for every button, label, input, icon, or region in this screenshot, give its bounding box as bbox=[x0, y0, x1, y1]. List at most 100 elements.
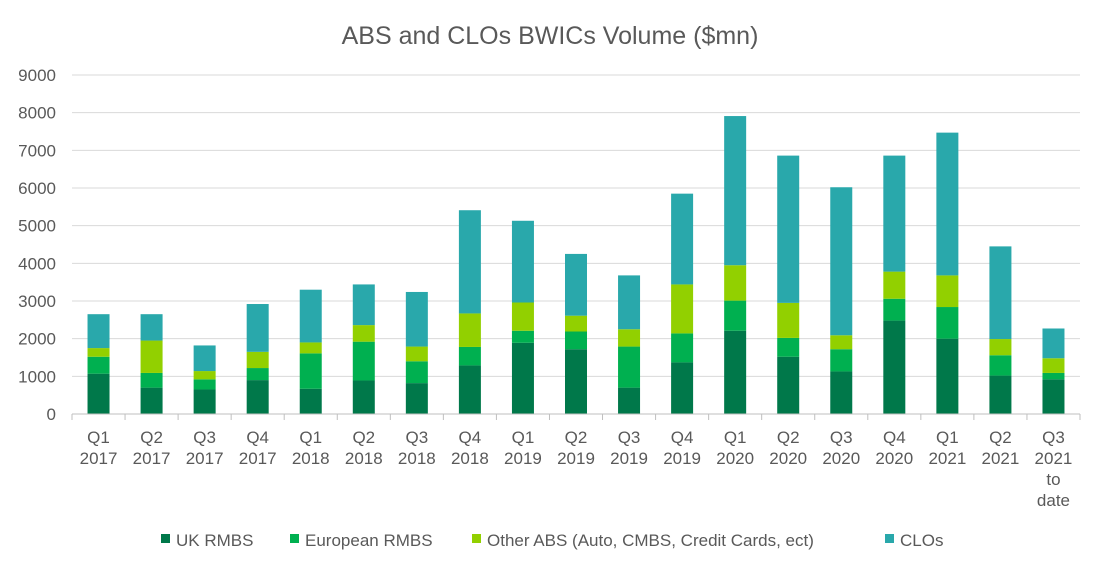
x-tick-label-line: Q1 bbox=[87, 428, 110, 447]
bar-segment bbox=[724, 300, 747, 331]
bar-segment bbox=[565, 349, 587, 414]
x-tick-label-line: Q4 bbox=[246, 428, 269, 447]
bar-segment bbox=[777, 302, 800, 338]
bar-segment bbox=[936, 307, 959, 339]
x-tick-label-line: Q4 bbox=[459, 428, 482, 447]
x-tick-label-line: 2017 bbox=[186, 449, 224, 468]
y-tick-label: 5000 bbox=[18, 217, 56, 236]
bar-segment bbox=[511, 342, 534, 414]
x-tick-label-line: date bbox=[1037, 491, 1070, 510]
legend: UK RMBS European RMBS Other ABS (Auto, CMB… bbox=[161, 531, 943, 550]
bar-segment bbox=[458, 365, 481, 414]
bar-segment bbox=[246, 368, 269, 381]
bar-segment bbox=[458, 210, 481, 314]
bar-segment bbox=[618, 387, 641, 414]
bar-segment bbox=[777, 337, 800, 357]
bar-segment bbox=[193, 345, 216, 372]
y-tick-label: 0 bbox=[47, 405, 56, 424]
x-tick-label-line: Q2 bbox=[777, 428, 800, 447]
bar-segment bbox=[299, 342, 322, 354]
bar-segment bbox=[777, 356, 800, 414]
bar-segment bbox=[724, 265, 747, 301]
legend-swatch bbox=[290, 534, 299, 543]
legend-entry: European RMBS bbox=[305, 531, 433, 550]
legend-swatch bbox=[161, 534, 170, 543]
bar-segment bbox=[671, 284, 694, 334]
bar-segment bbox=[883, 298, 906, 321]
bar-segment bbox=[671, 193, 694, 285]
x-tick-label-line: Q3 bbox=[193, 428, 216, 447]
bar-segment bbox=[618, 329, 641, 347]
bars bbox=[87, 116, 1065, 414]
legend-entry: Other ABS (Auto, CMBS, Credit Cards, ect… bbox=[487, 531, 814, 550]
bar-segment bbox=[565, 331, 587, 350]
bar-segment bbox=[618, 346, 641, 388]
bar-segment bbox=[405, 346, 428, 362]
x-tick-label-line: 2018 bbox=[292, 449, 330, 468]
y-tick-label: 7000 bbox=[18, 141, 56, 160]
x-tick-label-line: 2019 bbox=[663, 449, 701, 468]
chart-title: ABS and CLOs BWICs Volume ($mn) bbox=[342, 22, 759, 50]
bar-segment bbox=[989, 375, 1012, 414]
bar-segment bbox=[671, 362, 694, 414]
x-tick-label: Q2 2017 bbox=[133, 428, 171, 468]
x-tick-label-line: Q1 bbox=[299, 428, 322, 447]
bar-segment bbox=[936, 275, 959, 308]
bar-segment bbox=[246, 351, 269, 369]
gridlines bbox=[72, 74, 1080, 377]
x-tick-label: Q3 2017 bbox=[186, 428, 224, 468]
x-tick-label: Q3 2018 bbox=[398, 428, 436, 468]
bar-segment bbox=[352, 325, 375, 342]
bar-segment bbox=[511, 220, 534, 303]
x-tick-label-line: Q3 bbox=[405, 428, 428, 447]
bar-segment bbox=[458, 346, 481, 366]
x-tick-label-line: 2018 bbox=[451, 449, 489, 468]
bar-segment bbox=[193, 371, 216, 380]
x-tick-label: Q4 2019 bbox=[663, 428, 701, 468]
y-tick-label: 2000 bbox=[18, 330, 56, 349]
bar-segment bbox=[87, 373, 110, 414]
x-tick-label-line: Q2 bbox=[565, 428, 588, 447]
bar-segment bbox=[724, 330, 747, 414]
bar-segment bbox=[352, 341, 375, 381]
bar-segment bbox=[140, 314, 163, 341]
y-tick-label: 4000 bbox=[18, 254, 56, 273]
bar-segment bbox=[246, 380, 269, 414]
x-tick-label-line: Q3 bbox=[618, 428, 641, 447]
bar-segment bbox=[140, 387, 163, 414]
bar-segment bbox=[830, 371, 853, 414]
x-tick-label-line: to bbox=[1046, 470, 1060, 489]
bar-segment bbox=[830, 187, 853, 336]
legend-swatch bbox=[472, 534, 481, 543]
bar-segment bbox=[565, 253, 587, 316]
bar-segment bbox=[352, 380, 375, 414]
x-tick-label: Q1 2019 bbox=[504, 428, 542, 468]
y-tick-label: 9000 bbox=[18, 66, 56, 85]
bar-segment bbox=[883, 320, 906, 414]
bar-segment bbox=[1042, 328, 1065, 359]
x-tick-label-line: 2020 bbox=[716, 449, 754, 468]
bar-segment bbox=[936, 132, 959, 276]
y-tick-label: 8000 bbox=[18, 104, 56, 123]
x-tick-label: Q3 2020 bbox=[822, 428, 860, 468]
bar-segment bbox=[299, 353, 322, 389]
bar-segment bbox=[352, 284, 375, 326]
bar-segment bbox=[565, 315, 587, 332]
x-tick-label: Q1 2021 bbox=[928, 428, 966, 468]
bar-segment bbox=[1042, 358, 1065, 373]
bar-segment bbox=[299, 289, 322, 343]
x-tick-label-line: 2019 bbox=[504, 449, 542, 468]
bar-segment bbox=[87, 314, 110, 349]
bar-segment bbox=[405, 361, 428, 384]
bar-segment bbox=[511, 302, 534, 331]
bar-segment bbox=[989, 339, 1012, 356]
bar-segment bbox=[777, 155, 800, 303]
legend-entry: CLOs bbox=[900, 531, 943, 550]
bar-segment bbox=[1042, 372, 1065, 380]
x-tick-label: Q4 2020 bbox=[875, 428, 913, 468]
x-tick-label: Q1 2017 bbox=[80, 428, 118, 468]
x-tick-label-line: 2017 bbox=[133, 449, 171, 468]
bar-segment bbox=[724, 116, 747, 266]
bar-segment bbox=[87, 356, 110, 374]
